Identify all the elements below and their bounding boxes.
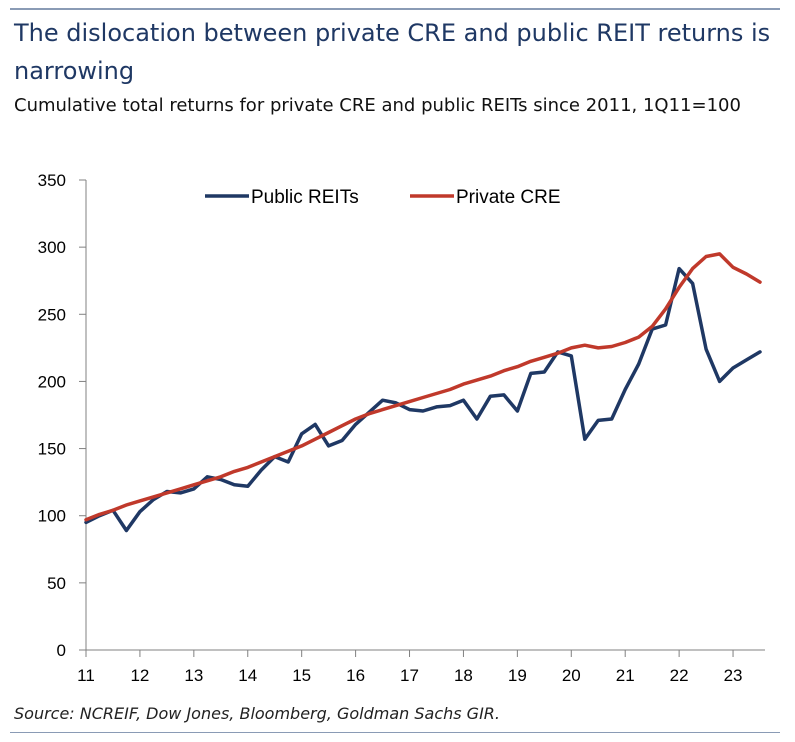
x-tick-label: 23 bbox=[724, 666, 743, 685]
y-tick-label: 200 bbox=[38, 372, 66, 391]
series-line-public-reits bbox=[84, 266, 762, 533]
y-tick-label: 350 bbox=[38, 171, 66, 190]
legend: Public REITs Private CRE bbox=[205, 187, 561, 208]
x-tick-label: 11 bbox=[77, 666, 95, 685]
x-tick-label: 13 bbox=[184, 666, 203, 685]
y-tick-label: 300 bbox=[38, 238, 66, 257]
y-axis-ticks: 0 50 100 150 200 250 300 350 bbox=[38, 171, 86, 660]
x-tick-label: 22 bbox=[670, 666, 689, 685]
y-tick-label: 0 bbox=[57, 641, 66, 660]
chart-title: The dislocation between private CRE and … bbox=[14, 19, 771, 85]
x-tick-label: 14 bbox=[238, 666, 257, 685]
x-tick-label: 20 bbox=[562, 666, 581, 685]
chart-subtitle: Cumulative total returns for private CRE… bbox=[14, 95, 741, 116]
legend-label-public-reits: Public REITs bbox=[251, 187, 359, 208]
x-tick-label: 21 bbox=[616, 666, 635, 685]
x-tick-label: 12 bbox=[130, 666, 149, 685]
bottom-rule bbox=[10, 732, 780, 733]
x-tick-label: 16 bbox=[346, 666, 365, 685]
x-tick-label: 19 bbox=[508, 666, 527, 685]
y-tick-label: 100 bbox=[38, 507, 66, 526]
top-rule bbox=[10, 8, 780, 10]
series-layer bbox=[84, 252, 762, 533]
y-tick-label: 150 bbox=[38, 440, 66, 459]
y-tick-label: 50 bbox=[47, 574, 66, 593]
source-note: Source: NCREIF, Dow Jones, Bloomberg, Go… bbox=[14, 704, 500, 723]
x-tick-label: 18 bbox=[454, 666, 473, 685]
x-axis-ticks: 11 12 13 14 15 16 17 18 19 20 21 22 23 bbox=[77, 650, 743, 685]
x-tick-label: 15 bbox=[292, 666, 311, 685]
x-tick-label: 17 bbox=[400, 666, 419, 685]
legend-label-private-cre: Private CRE bbox=[456, 187, 561, 208]
y-tick-label: 250 bbox=[38, 305, 66, 324]
series-line-private-cre bbox=[84, 252, 762, 522]
